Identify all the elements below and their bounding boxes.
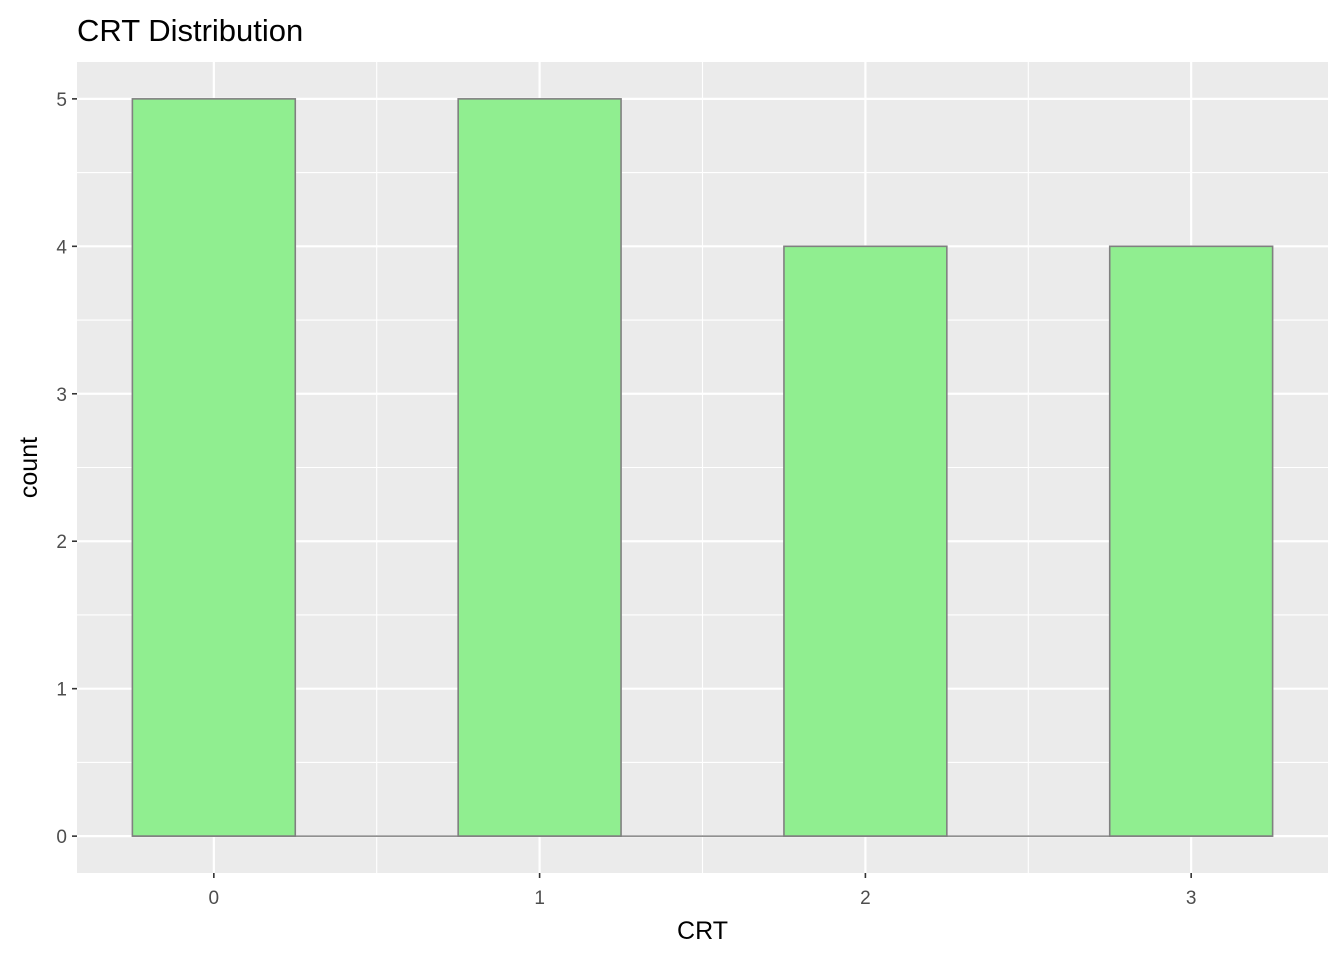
x-axis-title: CRT [677, 917, 728, 945]
x-tick-label: 1 [534, 888, 545, 909]
y-tick-label: 3 [56, 385, 67, 406]
x-tick-label: 0 [209, 888, 220, 909]
x-axis: 0 1 2 3 [209, 873, 1197, 909]
x-tick-label: 3 [1186, 888, 1197, 909]
bars [131, 98, 1274, 837]
bar-3 [1108, 245, 1274, 837]
y-axis: 0 1 2 3 4 5 [56, 90, 77, 848]
y-tick-label: 1 [56, 680, 67, 701]
bar-2 [783, 245, 948, 837]
chart-title: CRT Distribution [77, 13, 303, 48]
x-tick-label: 2 [860, 888, 871, 909]
y-tick-label: 4 [56, 237, 67, 258]
y-axis-title: count [15, 437, 43, 498]
y-tick-label: 5 [56, 90, 67, 111]
bar-1 [457, 98, 622, 837]
y-tick-label: 2 [56, 532, 67, 553]
bar-0 [131, 98, 297, 837]
y-tick-label: 0 [56, 827, 67, 848]
